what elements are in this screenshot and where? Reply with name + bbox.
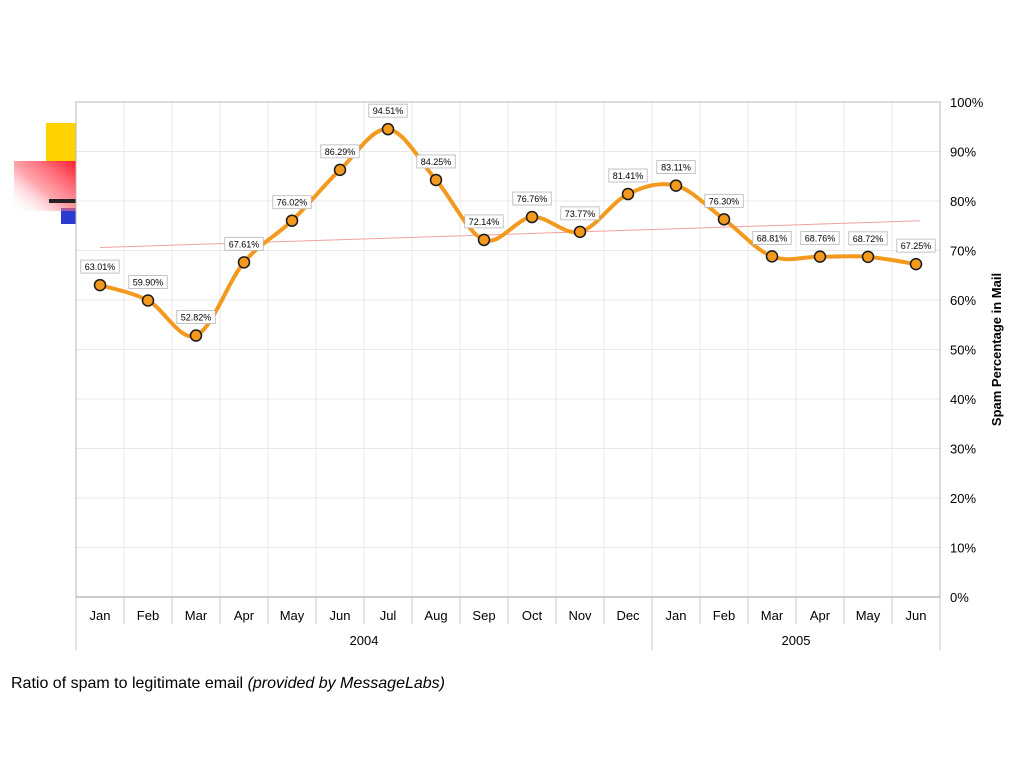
data-point-marker [765,250,779,263]
data-label-box [272,195,312,210]
data-point-marker [717,213,731,226]
x-tick-label: Jan [666,608,687,623]
data-label-box [416,154,456,169]
x-tick-label: Feb [713,608,735,623]
data-label: 84.25% [421,157,452,167]
y-tick-label: 10% [950,541,976,556]
y-tick-label: 90% [950,145,976,160]
data-point-marker [621,187,635,201]
data-label-box [320,144,360,159]
data-label: 59.90% [133,277,164,287]
data-label: 86.29% [325,147,356,157]
data-label-box [368,103,408,118]
data-label: 67.25% [901,241,932,251]
data-label-box [80,259,120,274]
caption-source: (provided by MessageLabs) [247,675,445,692]
data-label: 76.02% [277,198,308,208]
data-label: 72.14% [469,217,500,227]
y-axis-title: Spam Percentage in Mail [989,273,1004,426]
data-point-marker [477,233,491,247]
data-point-marker [237,256,251,269]
year-label: 2005 [782,633,811,648]
x-tick-label: Apr [234,608,255,623]
data-label-box [704,193,744,208]
data-label-box [848,231,888,246]
y-tick-label: 100% [950,95,984,110]
y-tick-label: 0% [950,590,969,605]
x-tick-label: Nov [568,608,592,623]
data-point-marker [333,163,347,177]
data-label: 68.81% [757,233,788,243]
deco-blue-square [61,208,76,224]
y-tick-label: 30% [950,442,976,457]
data-label-box [224,236,264,251]
data-label-box [560,206,600,221]
data-point-marker [429,173,443,187]
chart-caption: Ratio of spam to legitimate email (provi… [11,675,445,693]
data-label: 81.41% [613,171,644,181]
data-label: 68.76% [805,234,836,244]
data-label: 76.30% [709,196,740,206]
x-tick-label: Feb [137,608,159,623]
data-label: 68.72% [853,234,884,244]
data-label: 73.77% [565,209,596,219]
deco-yellow-square [46,123,76,162]
data-label-box [752,230,792,245]
caption-text: Ratio of spam to legitimate email [11,675,244,692]
data-label: 94.51% [373,106,404,116]
data-point-marker [285,214,299,227]
data-label-box [896,238,936,253]
x-tick-label: Jul [380,608,397,623]
y-tick-label: 70% [950,244,976,259]
x-tick-label: Oct [522,608,543,623]
data-label: 76.76% [517,194,548,204]
data-label: 67.61% [229,239,260,249]
data-point-marker [861,250,875,264]
data-label: 52.82% [181,313,212,323]
x-tick-label: Jun [330,608,351,623]
data-point-marker [525,210,539,224]
x-tick-label: Dec [616,608,640,623]
data-point-marker [909,257,923,271]
x-tick-label: Aug [424,608,447,623]
data-point-marker [669,179,683,192]
x-tick-label: May [856,608,881,623]
data-point-marker [813,250,827,263]
y-tick-label: 60% [950,293,976,308]
data-point-marker [573,225,587,239]
x-tick-label: Mar [761,608,784,623]
data-label-box [656,160,696,175]
x-tick-label: Sep [472,608,495,623]
data-label: 83.11% [661,163,691,173]
trendline [99,220,921,249]
x-tick-label: Jan [90,608,111,623]
deco-dark-bar [49,199,76,203]
data-label-box [608,168,648,183]
data-label: 63.01% [85,262,116,272]
y-tick-label: 40% [950,392,976,407]
data-label-box [176,310,216,324]
y-tick-label: 80% [950,194,976,209]
x-tick-label: Apr [810,608,831,623]
data-point-marker [189,329,203,342]
data-label-box [800,231,840,246]
data-label-box [512,191,552,206]
x-tick-label: May [280,608,305,623]
year-label: 2004 [350,633,379,648]
y-tick-label: 50% [950,343,976,358]
data-point-marker [141,294,155,307]
data-label-box [464,214,504,229]
data-point-marker [93,278,107,292]
x-tick-label: Jun [906,608,927,623]
y-tick-label: 20% [950,491,976,506]
x-tick-label: Mar [185,608,208,623]
data-point-marker [381,122,395,136]
data-label-box [128,275,168,289]
